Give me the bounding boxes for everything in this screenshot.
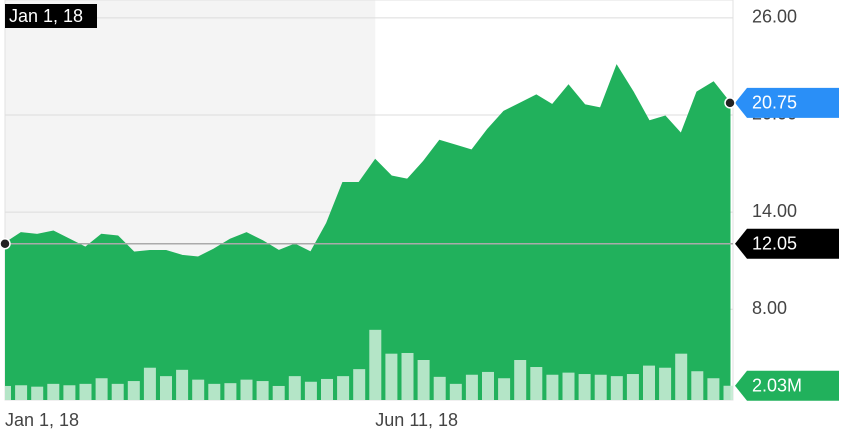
volume-bar bbox=[610, 376, 623, 400]
volume-bar bbox=[111, 383, 124, 400]
volume-bar bbox=[594, 374, 607, 400]
volume-bar bbox=[143, 367, 156, 400]
x-tick-label: Jun 11, 18 bbox=[375, 410, 458, 430]
price-area bbox=[5, 64, 731, 400]
volume-bar bbox=[304, 381, 317, 400]
volume-bar bbox=[256, 381, 269, 400]
volume-bar bbox=[63, 385, 76, 400]
volume-bar bbox=[546, 374, 559, 400]
reference-dot bbox=[0, 237, 11, 250]
volume-bar bbox=[417, 360, 430, 400]
volume-bar bbox=[176, 369, 189, 400]
y-tick-label: 14.00 bbox=[752, 201, 797, 221]
y-tick-label: 8.00 bbox=[752, 298, 787, 318]
last-price-tag-bg bbox=[735, 87, 839, 118]
volume-bar bbox=[626, 374, 639, 400]
volume-bar bbox=[562, 372, 575, 400]
crosshair-label-bg bbox=[5, 4, 97, 28]
volume-bar bbox=[465, 374, 478, 400]
volume-bar bbox=[353, 369, 366, 400]
volume-bar bbox=[482, 371, 494, 400]
y-tick-label: 26.00 bbox=[752, 7, 797, 27]
volume-bar bbox=[691, 371, 704, 400]
volume-bar bbox=[675, 353, 688, 400]
volume-bar bbox=[449, 383, 462, 400]
last-price-tag-text: 20.75 bbox=[752, 93, 797, 113]
volume-bar bbox=[160, 376, 172, 400]
volume-bar bbox=[288, 376, 301, 400]
volume-bar bbox=[5, 385, 11, 400]
volume-bar bbox=[659, 367, 672, 400]
volume-bar bbox=[530, 367, 543, 400]
volume-bar bbox=[707, 378, 720, 400]
volume-bar bbox=[224, 383, 237, 400]
last-price-dot bbox=[724, 97, 736, 109]
reference-tag-text: 12.05 bbox=[752, 233, 797, 253]
volume-bar bbox=[369, 329, 382, 400]
volume-bar bbox=[95, 378, 108, 400]
crosshair-label: Jan 1, 18 bbox=[9, 6, 83, 26]
volume-bar bbox=[127, 381, 140, 400]
plot bbox=[5, 64, 733, 400]
volume-bar bbox=[272, 385, 285, 400]
volume-bar bbox=[433, 376, 446, 400]
volume-bar bbox=[385, 353, 398, 400]
volume-tag-bg bbox=[735, 370, 839, 401]
volume-bar bbox=[337, 376, 350, 400]
volume-bar bbox=[401, 352, 414, 400]
volume-bar bbox=[15, 385, 28, 400]
volume-bar bbox=[208, 383, 221, 400]
reference-tag-bg bbox=[735, 228, 839, 259]
x-tick-label: Jan 1, 18 bbox=[5, 410, 79, 430]
volume-bar bbox=[31, 386, 44, 400]
volume-bar bbox=[578, 374, 591, 400]
volume-bar bbox=[321, 378, 333, 400]
volume-bar bbox=[192, 379, 205, 400]
volume-bar bbox=[498, 378, 511, 400]
volume-bar bbox=[643, 365, 655, 400]
volume-bar bbox=[47, 383, 60, 400]
volume-bar bbox=[79, 383, 92, 400]
volume-tag-text: 2.03M bbox=[752, 376, 802, 396]
volume-bar bbox=[723, 385, 733, 400]
volume-bar bbox=[240, 379, 253, 400]
volume-bar bbox=[514, 360, 527, 400]
